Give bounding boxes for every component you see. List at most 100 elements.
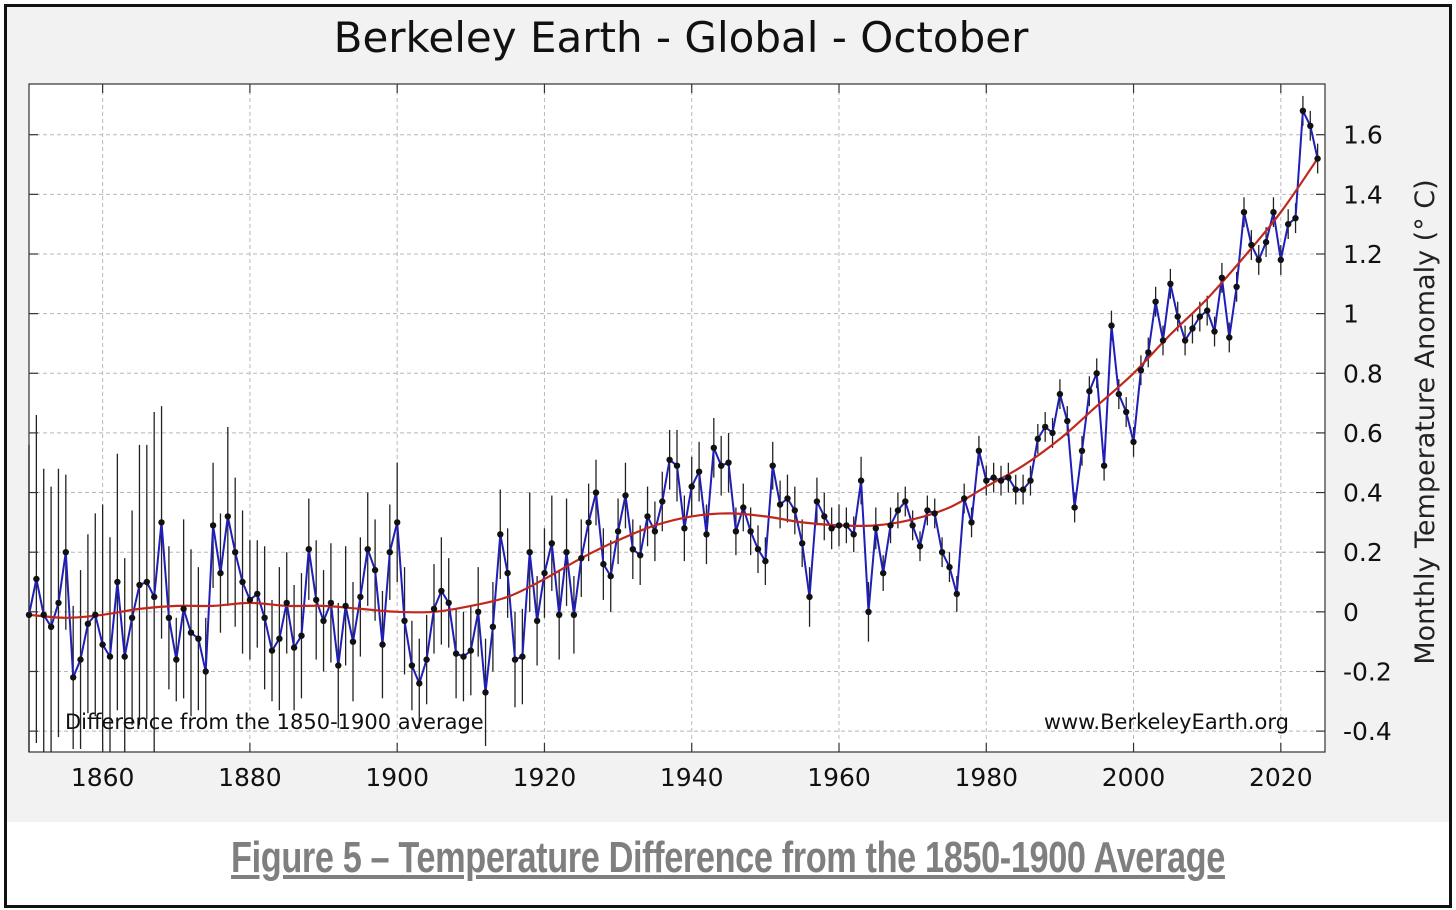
- data-point: [644, 513, 651, 520]
- data-point: [776, 501, 784, 508]
- y-axis-label: Monthly Temperature Anomaly (° C): [1410, 179, 1441, 664]
- y-tick-label: 0: [1343, 598, 1359, 627]
- data-point: [232, 549, 239, 556]
- data-point: [467, 647, 474, 654]
- y-tick-label: -0.2: [1343, 657, 1392, 686]
- data-point: [703, 531, 710, 538]
- data-point: [681, 525, 688, 532]
- data-point: [173, 656, 180, 663]
- data-point: [1299, 107, 1307, 115]
- data-point: [143, 578, 150, 586]
- data-point: [968, 519, 975, 526]
- data-point: [371, 566, 379, 574]
- data-point: [1181, 337, 1189, 344]
- data-point: [938, 549, 946, 556]
- data-point: [541, 569, 548, 577]
- figure-frame: 1860 1880 1900 1920 1940 1960 1980 2000 2020 -0.4…: [4, 4, 1452, 908]
- x-tick-label: 1980: [954, 763, 1018, 792]
- data-point: [710, 444, 717, 451]
- data-point: [511, 656, 519, 663]
- data-point: [548, 540, 555, 547]
- data-point: [931, 510, 938, 517]
- data-point: [33, 575, 40, 583]
- x-tick-label: 1960: [807, 763, 871, 792]
- data-point: [1285, 221, 1292, 228]
- data-point: [77, 656, 84, 663]
- data-point: [629, 546, 636, 553]
- data-point: [695, 468, 703, 475]
- data-point: [924, 507, 931, 514]
- data-point: [276, 635, 283, 642]
- data-point: [349, 638, 357, 645]
- x-tick-label: 1860: [71, 763, 135, 792]
- data-point: [821, 513, 828, 520]
- data-point: [1307, 122, 1314, 129]
- data-point: [1270, 209, 1277, 216]
- data-point: [1108, 322, 1115, 329]
- data-point: [607, 572, 614, 580]
- data-point: [1167, 280, 1174, 287]
- data-point: [1027, 477, 1034, 484]
- data-point: [563, 549, 570, 556]
- data-point: [217, 569, 224, 577]
- data-point: [975, 447, 983, 454]
- y-tick-label: 1.2: [1343, 240, 1383, 269]
- x-tick-label: 2020: [1249, 763, 1313, 792]
- y-tick-label: 0.4: [1343, 479, 1383, 508]
- data-point: [1100, 462, 1108, 469]
- data-point: [430, 605, 438, 613]
- data-point: [47, 623, 55, 630]
- data-point: [180, 605, 187, 613]
- data-point: [961, 495, 968, 502]
- data-point: [784, 495, 791, 502]
- annotation-right: www.BerkeleyEarth.org: [1044, 710, 1289, 734]
- data-point: [1152, 298, 1159, 305]
- y-tick-label: 1: [1343, 300, 1359, 329]
- data-point: [106, 653, 114, 660]
- data-point: [732, 528, 740, 535]
- data-point: [806, 593, 813, 601]
- data-point: [261, 614, 268, 621]
- data-point: [423, 656, 430, 663]
- data-point: [239, 578, 246, 586]
- data-point: [983, 477, 990, 484]
- data-point: [688, 483, 695, 490]
- data-point: [747, 528, 754, 535]
- data-point: [452, 650, 460, 657]
- data-point: [1255, 256, 1262, 264]
- data-point: [445, 599, 452, 607]
- data-point: [592, 489, 600, 496]
- data-point: [84, 620, 92, 627]
- data-point: [121, 653, 128, 660]
- data-point: [659, 498, 666, 505]
- data-point: [187, 629, 195, 636]
- data-point: [1159, 337, 1167, 344]
- data-point: [754, 546, 762, 553]
- y-tick-label: -0.4: [1343, 717, 1392, 746]
- data-point: [394, 519, 401, 526]
- data-point: [342, 602, 349, 610]
- data-point: [416, 680, 423, 687]
- y-tick-label: 1.4: [1343, 180, 1383, 209]
- data-point: [1086, 388, 1093, 395]
- data-point: [1145, 349, 1152, 356]
- chart-figure: 1860 1880 1900 1920 1940 1960 1980 2000 2020 -0.4…: [7, 7, 1449, 822]
- plot-area: [28, 83, 1326, 753]
- data-point: [637, 552, 644, 559]
- data-point: [1078, 447, 1086, 454]
- data-point: [813, 498, 821, 505]
- x-tick-label: 1900: [365, 763, 429, 792]
- data-point: [872, 525, 879, 532]
- data-point: [290, 644, 298, 651]
- data-point: [1218, 274, 1226, 281]
- data-point: [209, 522, 217, 529]
- data-point: [857, 477, 865, 484]
- data-lines: [28, 109, 1319, 694]
- data-point: [1123, 408, 1130, 416]
- data-point: [1130, 438, 1137, 446]
- data-point: [1248, 241, 1255, 249]
- data-point: [357, 593, 364, 601]
- trend-line: [28, 157, 1319, 619]
- data-point: [894, 507, 902, 514]
- data-point: [246, 596, 254, 604]
